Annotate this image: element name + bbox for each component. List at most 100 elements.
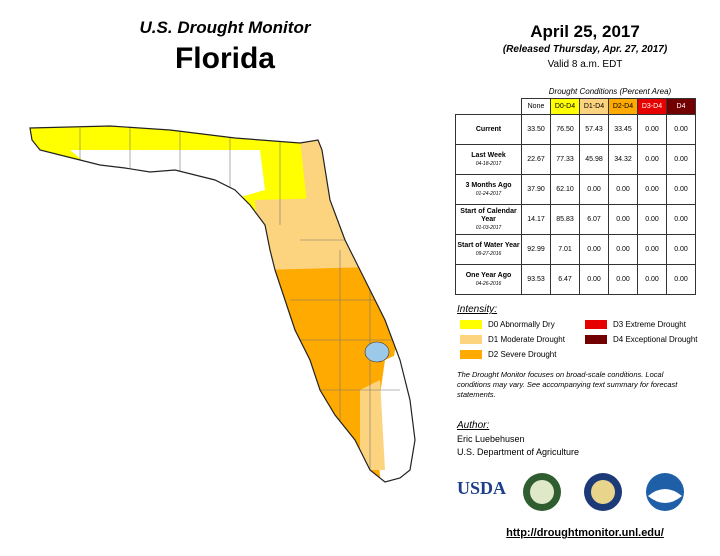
agency-logos [523,473,684,511]
cell: 22.67 [521,144,551,175]
cell: 0.00 [666,174,696,205]
cell: 0.00 [637,204,667,235]
legend-label: D3 Extreme Drought [613,320,686,329]
lake [364,341,390,363]
cell: 0.00 [637,114,667,145]
no-drought [375,330,415,482]
cell: 6.47 [550,264,580,295]
table-row: 3 Months Ago 01-24-2017 37.90 62.10 0.00 0.00… [455,174,696,205]
row-label: One Year Ago 04-26-2016 [455,264,522,295]
title: U.S. Drought Monitor [139,18,311,37]
table-caption: Drought Conditions (Percent Area) [548,87,672,96]
column-header: D4 [666,98,696,115]
cell: 0.00 [666,114,696,145]
legend-item: D4 Exceptional Drought [585,335,698,344]
table-row: Last Week 04-18-2017 22.67 77.33 45.98 34.32 0… [455,144,696,175]
cell: 62.10 [550,174,580,205]
no-drought [70,150,265,200]
row-label: Current [455,114,522,145]
d1-area [360,380,385,470]
legend-swatch [585,335,607,344]
cell: 6.07 [579,204,609,235]
cell: 7.01 [550,234,580,265]
table-row: Start of Calendar Year 01-03-2017 14.17 85.… [455,204,696,235]
cell: 37.90 [521,174,551,205]
row-name: Current [475,125,502,133]
legend-swatch [460,320,482,329]
legend-item: D1 Moderate Drought [460,335,565,344]
row-date: 01-03-2017 [475,224,502,231]
column-header: D1-D4 [579,98,609,115]
row-name: Start of Water Year [457,241,520,249]
drought-areas [30,126,415,482]
valid: Valid 8 a.m. EDT [547,59,623,70]
cell: 0.00 [608,264,638,295]
cell: 0.00 [579,174,609,205]
table-row: Current 33.50 76.50 57.43 33.45 0.00 0.00 [455,114,696,145]
url[interactable]: http://droughtmonitor.unl.edu/ [506,527,664,539]
table-row: One Year Ago 04-26-2016 93.53 6.47 0.00 0.00 0… [455,264,696,295]
legend-label: D4 Exceptional Drought [613,335,698,344]
cell: 34.32 [608,144,638,175]
cell: 0.00 [637,234,667,265]
cell: 0.00 [666,264,696,295]
cell: 0.00 [666,144,696,175]
table-row: Start of Water Year 09-27-2016 92.99 7.01 0.… [455,234,696,265]
cell: 33.45 [608,114,638,145]
row-label: Last Week 04-18-2017 [455,144,522,175]
row-date: 04-26-2016 [475,280,502,287]
row-label: 3 Months Ago 01-24-2017 [455,174,522,205]
column-header: D3-D4 [637,98,667,115]
cell: 0.00 [579,234,609,265]
column-header: D0-D4 [550,98,580,115]
cell: 0.00 [637,144,667,175]
cell: 45.98 [579,144,609,175]
author-title: Author: [457,420,490,431]
cell: 85.83 [550,204,580,235]
cell: 0.00 [579,264,609,295]
cell: 57.43 [579,114,609,145]
cell: 0.00 [608,204,638,235]
legend-item: D2 Severe Drought [460,350,556,359]
legend-label: D2 Severe Drought [488,350,557,359]
legend-swatch [460,335,482,344]
row-date: 01-24-2017 [475,190,502,197]
note: The Drought Monitor focuses on broad-sca… [457,370,678,399]
conditions-table: None D0-D4 D1-D4 D2-D4 D3-D4 D4 Current 33.50 76… [455,98,696,295]
legend-item: D0 Abnormally Dry [460,320,555,329]
legend-swatch [460,350,482,359]
row-date: 09-27-2016 [475,250,502,257]
map [29,125,416,483]
legend-swatch [585,320,607,329]
region: Florida [174,42,275,75]
usda-logo: USDA [457,478,507,498]
legend-title: Intensity: [457,304,498,315]
author-name: Eric Luebehusen [457,434,525,444]
cell: 33.50 [521,114,551,145]
header-row: None D0-D4 D1-D4 D2-D4 D3-D4 D4 [456,98,696,115]
row-name: 3 Months Ago [465,181,512,189]
legend-item: D3 Extreme Drought [585,320,686,329]
cell: 0.00 [608,174,638,205]
cell: 93.53 [521,264,551,295]
legend-label: D1 Moderate Drought [488,335,565,344]
cell: 92.99 [521,234,551,265]
row-label: Start of Water Year 09-27-2016 [455,234,522,265]
cell: 14.17 [521,204,551,235]
d1-area [255,195,415,275]
row-name: One Year Ago [465,271,512,279]
cell: 0.00 [666,234,696,265]
row-date: 04-18-2017 [475,160,502,167]
cell: 0.00 [608,234,638,265]
row-label: Start of Calendar Year 01-03-2017 [455,204,522,235]
row-name: Last Week [471,151,506,159]
cell: 76.50 [550,114,580,145]
date: April 25, 2017 [530,22,640,41]
row-name: Start of Calendar Year [460,207,517,223]
cell: 0.00 [637,264,667,295]
cell: 0.00 [637,174,667,205]
cell: 77.33 [550,144,580,175]
author-org: U.S. Department of Agriculture [457,447,580,457]
released: (Released Thursday, Apr. 27, 2017) [502,44,668,55]
